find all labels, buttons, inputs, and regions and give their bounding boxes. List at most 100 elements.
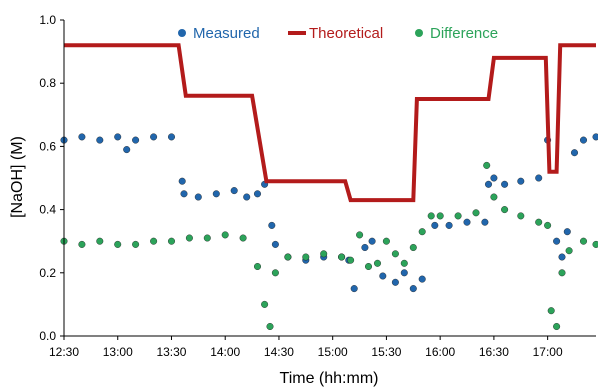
x-tick-label: 17:00	[533, 345, 563, 359]
data-point-measured	[463, 218, 471, 226]
data-point-measured	[501, 180, 509, 188]
x-tick-label: 12:30	[49, 345, 79, 359]
axes	[63, 20, 596, 337]
data-point-difference	[565, 247, 573, 255]
x-tick-label: 13:30	[156, 345, 186, 359]
data-point-measured	[592, 133, 598, 141]
data-point-measured	[580, 136, 588, 144]
data-point-difference	[114, 240, 122, 248]
data-point-measured	[132, 136, 140, 144]
data-point-measured	[230, 187, 238, 195]
x-tick-label: 14:30	[264, 345, 294, 359]
data-point-difference	[356, 231, 364, 239]
data-point-difference	[221, 231, 229, 239]
data-point-measured	[481, 218, 489, 226]
data-point-measured	[78, 133, 86, 141]
data-point-difference	[535, 218, 543, 226]
data-point-measured	[485, 180, 493, 188]
x-axis-label: Time (hh:mm)	[280, 370, 379, 387]
data-point-measured	[123, 146, 131, 154]
data-point-measured	[167, 133, 175, 141]
y-axis-label: [NaOH] (M)	[9, 136, 26, 218]
legend-label-theoretical: Theoretical	[309, 25, 383, 42]
data-point-measured	[96, 136, 104, 144]
data-point-difference	[347, 256, 355, 264]
data-point-difference	[547, 307, 555, 315]
data-point-difference	[592, 240, 598, 248]
data-point-difference	[185, 234, 193, 242]
data-point-measured	[418, 275, 426, 283]
data-point-measured	[379, 272, 387, 280]
data-point-difference	[150, 237, 158, 245]
legend-label-difference: Difference	[430, 25, 498, 42]
data-point-difference	[239, 234, 247, 242]
y-tick-label: 1.0	[39, 13, 56, 27]
data-point-difference	[167, 237, 175, 245]
legend-label-measured: Measured	[193, 25, 260, 42]
plot-points	[60, 133, 598, 331]
series-line-theoretical	[64, 43, 596, 203]
data-point-difference	[409, 243, 417, 251]
data-point-difference	[391, 250, 399, 258]
data-point-difference	[382, 237, 390, 245]
data-point-measured	[431, 221, 439, 229]
data-point-difference	[284, 253, 292, 261]
data-point-measured	[268, 221, 276, 229]
data-point-difference	[427, 212, 435, 220]
data-point-measured	[571, 149, 579, 157]
legend-marker-measured	[178, 29, 186, 37]
data-point-difference	[320, 250, 328, 258]
y-tick-label: 0.0	[39, 329, 56, 343]
data-point-difference	[338, 253, 346, 261]
data-point-measured	[150, 133, 158, 141]
x-tick-label: 15:00	[318, 345, 348, 359]
data-point-measured	[194, 193, 202, 201]
y-tick-label: 0.8	[39, 76, 56, 90]
data-point-measured	[212, 190, 220, 198]
data-point-difference	[78, 240, 86, 248]
data-point-measured	[391, 278, 399, 286]
data-point-measured	[400, 269, 408, 277]
data-point-difference	[418, 228, 426, 236]
data-point-difference	[472, 209, 480, 217]
data-point-difference	[271, 269, 279, 277]
data-point-measured	[558, 253, 566, 261]
data-point-measured	[517, 177, 525, 185]
data-point-difference	[266, 323, 274, 331]
data-point-measured	[350, 285, 358, 293]
data-point-measured	[490, 174, 498, 182]
ticks: 12:30 13:00 13:30 14:00 14:30 15:00 15:30 16:00…	[39, 13, 563, 359]
data-point-difference	[580, 237, 588, 245]
x-tick-label: 16:00	[425, 345, 455, 359]
data-point-difference	[501, 206, 509, 214]
data-point-difference	[558, 269, 566, 277]
data-point-difference	[96, 237, 104, 245]
data-point-difference	[454, 212, 462, 220]
legend: Measured Theoretical Difference	[178, 25, 498, 42]
data-point-measured	[409, 285, 417, 293]
y-tick-label: 0.2	[39, 266, 56, 280]
data-point-measured	[114, 133, 122, 141]
data-point-difference	[302, 253, 310, 261]
data-point-difference	[374, 259, 382, 267]
data-point-difference	[517, 212, 525, 220]
data-point-difference	[544, 221, 552, 229]
x-tick-label: 13:00	[103, 345, 133, 359]
legend-marker-difference	[415, 29, 423, 37]
data-point-measured	[553, 237, 561, 245]
data-point-difference	[553, 323, 561, 331]
y-tick-label: 0.6	[39, 139, 56, 153]
data-point-measured	[368, 237, 376, 245]
data-point-measured	[243, 193, 251, 201]
x-tick-label: 15:30	[371, 345, 401, 359]
data-point-difference	[132, 240, 140, 248]
x-tick-label: 14:00	[210, 345, 240, 359]
data-point-measured	[178, 177, 186, 185]
y-tick-label: 0.4	[39, 203, 56, 217]
data-point-difference	[203, 234, 211, 242]
plot-lines	[64, 43, 596, 203]
data-point-difference	[400, 259, 408, 267]
data-point-measured	[271, 240, 279, 248]
data-point-measured	[445, 221, 453, 229]
